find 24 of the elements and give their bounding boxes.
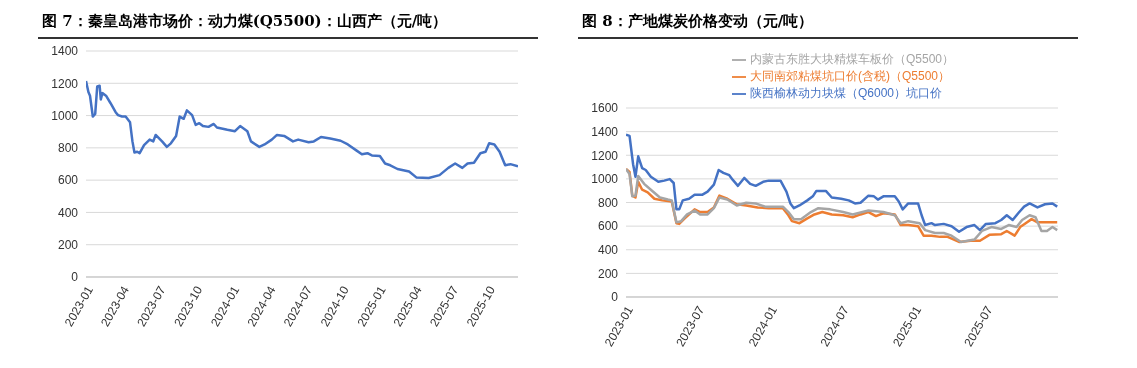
y-tick-label: 1400 (591, 124, 619, 139)
y-tick-label: 0 (71, 270, 79, 285)
y-tick-label: 200 (597, 266, 619, 281)
y-tick-label: 1400 (51, 44, 79, 59)
y-tick-label: 1200 (51, 76, 79, 91)
y-tick-label: 600 (597, 219, 619, 234)
y-tick-label: 800 (57, 141, 79, 156)
y-tick-label: 1000 (591, 172, 619, 187)
y-tick-label: 400 (57, 205, 79, 220)
y-tick-label: 800 (597, 195, 619, 210)
line-series (86, 79, 518, 180)
y-tick-label: 400 (597, 243, 619, 258)
chart-title: 图 7：秦皇岛港市场价：动力煤(Q5500)：山西产（元/吨） (38, 8, 538, 39)
y-tick-label: 1200 (591, 148, 619, 163)
legend-label: 大同南郊粘煤坑口价(含税)（Q5500） (749, 69, 951, 83)
chart-title: 图 8：产地煤炭价格变动（元/吨） (578, 8, 1078, 39)
y-tick-label: 1600 (591, 101, 619, 116)
line-series (626, 133, 1058, 234)
legend-label: 内蒙古东胜大块精煤车板价（Q5500） (749, 52, 955, 66)
y-tick-label: 200 (57, 237, 79, 252)
y-tick-label: 600 (57, 173, 79, 188)
y-tick-label: 0 (611, 290, 619, 305)
y-tick-label: 1000 (51, 108, 79, 123)
legend-label: 陕西榆林动力块煤（Q6000）坑口价 (749, 86, 943, 100)
